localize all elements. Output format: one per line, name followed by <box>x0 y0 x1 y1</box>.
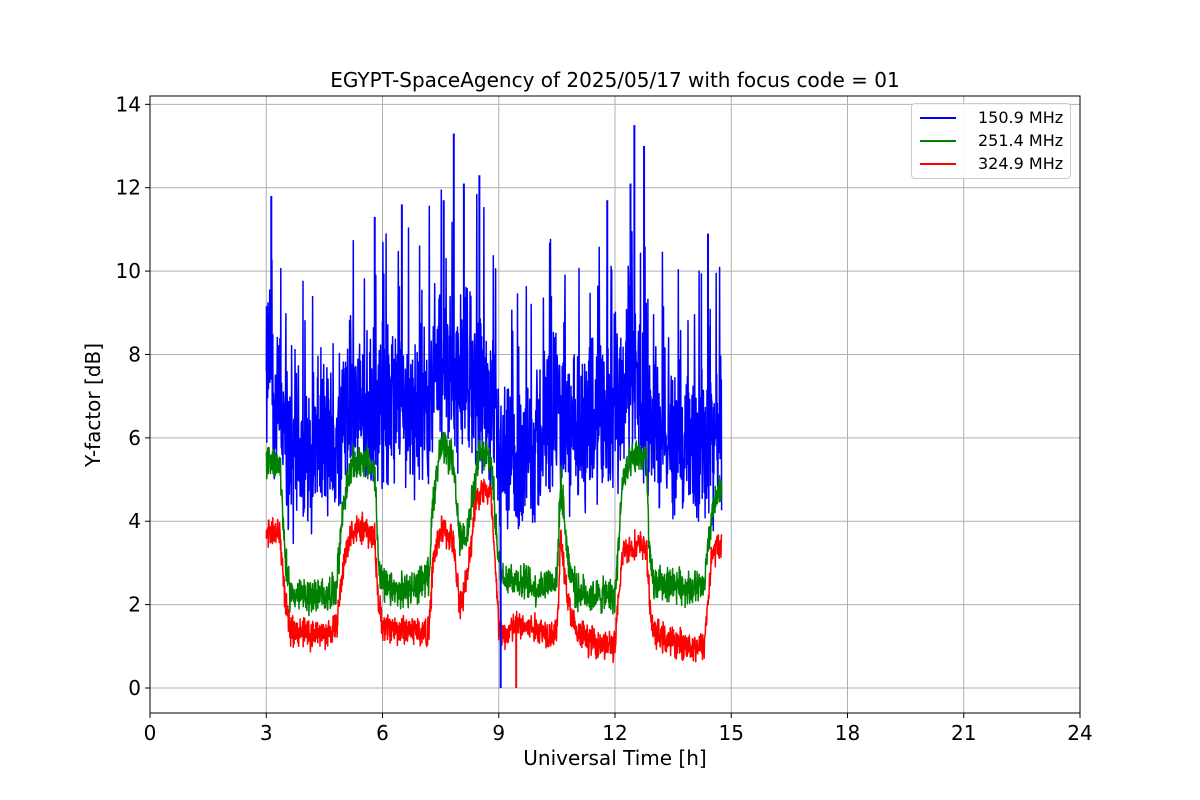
y-axis-label: Y-factor [dB] <box>81 342 105 468</box>
legend-item: 150.9 MHz <box>920 106 1070 129</box>
chart-title: EGYPT-SpaceAgency of 2025/05/17 with foc… <box>330 68 900 92</box>
x-tick-label: 21 <box>951 721 976 745</box>
x-tick-label: 6 <box>376 721 389 745</box>
x-tick-label: 9 <box>492 721 505 745</box>
legend-item: 324.9 MHz <box>920 152 1070 175</box>
x-tick-label: 0 <box>144 721 157 745</box>
legend-item: 251.4 MHz <box>920 129 1070 152</box>
series-line-150-9-mhz <box>265 189 723 545</box>
y-tick-label: 0 <box>128 676 141 700</box>
y-tick-label: 10 <box>116 259 141 283</box>
series-line-251-4-mhz <box>265 431 723 617</box>
series-lines <box>265 125 723 688</box>
x-tick-label: 15 <box>719 721 744 745</box>
y-tick-label: 6 <box>128 426 141 450</box>
legend-label-251-4: 251.4 MHz <box>978 131 1064 150</box>
x-tick-label: 24 <box>1067 721 1092 745</box>
legend-swatch-150-9 <box>920 116 956 119</box>
x-tick-label: 18 <box>835 721 860 745</box>
x-axis-label: Universal Time [h] <box>523 746 707 770</box>
x-tick-label: 3 <box>260 721 273 745</box>
y-tick-label: 8 <box>128 342 141 366</box>
legend-swatch-324-9 <box>920 162 956 165</box>
x-tick-label: 12 <box>602 721 627 745</box>
series-line-324-9-mhz <box>265 478 723 664</box>
y-tick-label: 2 <box>128 593 141 617</box>
y-tick-label: 14 <box>116 92 141 116</box>
y-tick-label: 4 <box>128 509 141 533</box>
legend: 150.9 MHz 251.4 MHz 324.9 MHz <box>911 103 1071 179</box>
legend-label-324-9: 324.9 MHz <box>978 154 1064 173</box>
legend-label-150-9: 150.9 MHz <box>978 108 1064 127</box>
y-tick-label: 12 <box>116 176 141 200</box>
legend-swatch-251-4 <box>920 139 956 142</box>
